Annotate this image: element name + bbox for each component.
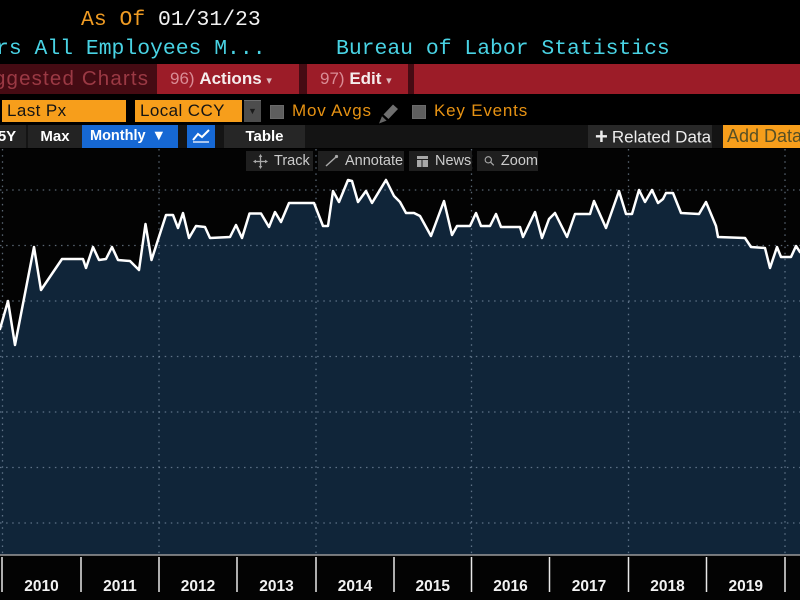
svg-text:2015: 2015 (415, 578, 450, 595)
svg-text:2014: 2014 (338, 578, 373, 595)
svg-text:2019: 2019 (728, 578, 763, 595)
svg-text:2011: 2011 (103, 578, 137, 595)
svg-text:2010: 2010 (24, 578, 58, 595)
svg-text:2018: 2018 (650, 578, 685, 595)
svg-text:2017: 2017 (572, 578, 606, 595)
svg-text:2012: 2012 (181, 578, 215, 595)
svg-text:2013: 2013 (259, 578, 294, 595)
svg-text:2016: 2016 (493, 578, 528, 595)
